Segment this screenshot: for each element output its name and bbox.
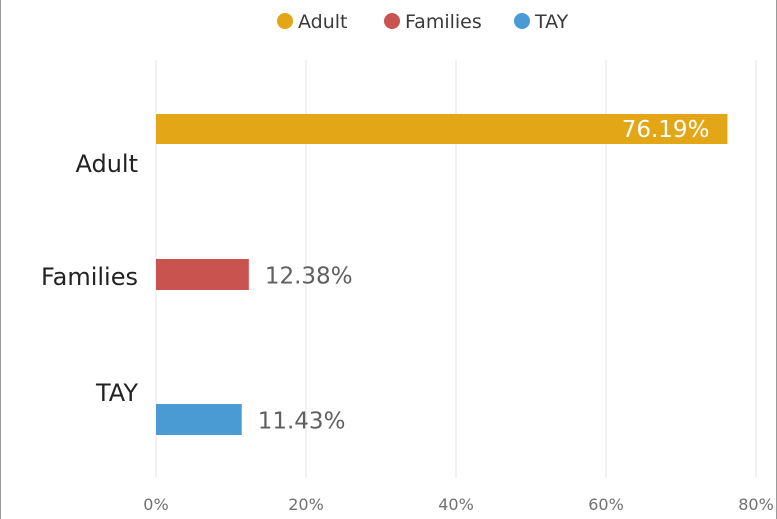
x-tick-label: 0% [143,495,168,514]
x-tick-label: 60% [588,495,624,514]
x-tick-label: 80% [738,495,774,514]
legend-label: TAY [534,11,569,33]
legend-label: Adult [298,11,348,33]
category-label: TAY [95,379,138,407]
category-label: Adult [75,150,138,178]
legend-label: Families [405,11,482,33]
legend-marker-families [384,13,400,29]
category-label: Families [41,263,138,291]
legend-marker-adult [277,13,293,29]
data-label: 12.38% [265,264,353,290]
bar-families [156,259,249,290]
x-tick-label: 20% [288,495,324,514]
bar-tay [156,404,242,435]
x-tick-label: 40% [438,495,474,514]
data-label: 76.19% [622,117,710,143]
data-label: 11.43% [258,409,346,435]
legend-marker-tay [514,13,530,29]
bar-adult [156,114,728,144]
